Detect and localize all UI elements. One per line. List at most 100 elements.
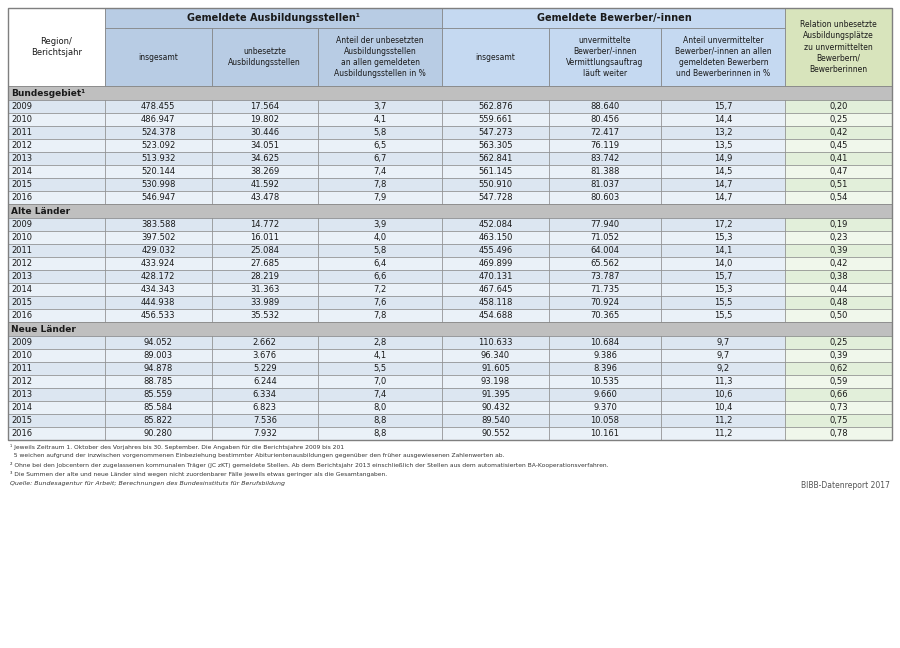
Bar bbox=[318, 427, 442, 440]
Text: insgesamt: insgesamt bbox=[475, 52, 516, 62]
Bar bbox=[212, 375, 318, 388]
Text: 0,51: 0,51 bbox=[830, 180, 848, 189]
Text: 90.432: 90.432 bbox=[482, 403, 510, 412]
Bar bbox=[212, 388, 318, 401]
Bar bbox=[8, 8, 892, 440]
Text: 81.037: 81.037 bbox=[590, 180, 620, 189]
Text: 7.932: 7.932 bbox=[253, 429, 276, 438]
Text: 7,9: 7,9 bbox=[374, 193, 387, 202]
Bar bbox=[8, 414, 105, 427]
Bar bbox=[318, 178, 442, 191]
Text: 0,66: 0,66 bbox=[830, 390, 848, 399]
Text: 7,4: 7,4 bbox=[374, 390, 387, 399]
Bar bbox=[105, 218, 212, 231]
Text: 89.003: 89.003 bbox=[144, 351, 173, 360]
Text: 4,0: 4,0 bbox=[374, 233, 387, 242]
Text: 94.052: 94.052 bbox=[144, 338, 173, 347]
Bar bbox=[662, 401, 786, 414]
Bar bbox=[212, 231, 318, 244]
Text: 0,25: 0,25 bbox=[830, 115, 848, 124]
Bar bbox=[105, 191, 212, 204]
Bar bbox=[662, 414, 786, 427]
Text: 30.446: 30.446 bbox=[250, 128, 279, 137]
Text: 90.552: 90.552 bbox=[482, 429, 510, 438]
Text: 5.229: 5.229 bbox=[253, 364, 276, 373]
Bar bbox=[549, 362, 662, 375]
Text: 562.876: 562.876 bbox=[478, 102, 513, 111]
Bar bbox=[8, 362, 105, 375]
Text: 10.535: 10.535 bbox=[590, 377, 619, 386]
Text: 0,48: 0,48 bbox=[830, 298, 848, 307]
Text: Neue Länder: Neue Länder bbox=[11, 325, 76, 334]
Text: 563.305: 563.305 bbox=[478, 141, 513, 150]
Bar bbox=[8, 401, 105, 414]
Bar bbox=[662, 231, 786, 244]
Text: 15,3: 15,3 bbox=[714, 285, 733, 294]
Bar bbox=[662, 113, 786, 126]
Text: 2011: 2011 bbox=[11, 128, 32, 137]
Text: 91.605: 91.605 bbox=[482, 364, 510, 373]
Text: 2012: 2012 bbox=[11, 141, 32, 150]
Bar bbox=[105, 270, 212, 283]
Text: 9.660: 9.660 bbox=[593, 390, 617, 399]
Bar bbox=[212, 427, 318, 440]
Text: 2,8: 2,8 bbox=[374, 338, 387, 347]
Text: 89.540: 89.540 bbox=[482, 416, 510, 425]
Text: 2010: 2010 bbox=[11, 351, 32, 360]
Text: 0,54: 0,54 bbox=[830, 193, 848, 202]
Bar bbox=[662, 375, 786, 388]
Text: 2011: 2011 bbox=[11, 246, 32, 255]
Text: 2016: 2016 bbox=[11, 311, 32, 320]
Text: 397.502: 397.502 bbox=[141, 233, 176, 242]
Bar bbox=[442, 309, 549, 322]
Bar bbox=[549, 427, 662, 440]
Bar bbox=[662, 283, 786, 296]
Text: 80.603: 80.603 bbox=[590, 193, 620, 202]
Bar bbox=[105, 244, 212, 257]
Text: 19.802: 19.802 bbox=[250, 115, 279, 124]
Text: 6.244: 6.244 bbox=[253, 377, 276, 386]
Text: 3,9: 3,9 bbox=[374, 220, 387, 229]
Text: 85.559: 85.559 bbox=[144, 390, 173, 399]
Text: 25.084: 25.084 bbox=[250, 246, 279, 255]
Bar bbox=[786, 349, 892, 362]
Text: 14,1: 14,1 bbox=[715, 246, 733, 255]
Text: 2012: 2012 bbox=[11, 377, 32, 386]
Text: 0,50: 0,50 bbox=[830, 311, 848, 320]
Text: 8,8: 8,8 bbox=[374, 416, 387, 425]
Text: BIBB-Datenreport 2017: BIBB-Datenreport 2017 bbox=[801, 481, 890, 490]
Bar bbox=[549, 401, 662, 414]
Text: 524.378: 524.378 bbox=[141, 128, 176, 137]
Text: 85.584: 85.584 bbox=[144, 403, 173, 412]
Text: 83.742: 83.742 bbox=[590, 154, 620, 163]
Text: 513.932: 513.932 bbox=[141, 154, 176, 163]
Bar bbox=[105, 362, 212, 375]
Text: 2009: 2009 bbox=[11, 102, 32, 111]
Text: 547.273: 547.273 bbox=[478, 128, 513, 137]
Text: ² Ohne bei den Jobcentern der zugelassenen kommunalen Träger (JC zKT) gemeldete : ² Ohne bei den Jobcentern der zugelassen… bbox=[10, 462, 608, 468]
Bar bbox=[662, 152, 786, 165]
Bar bbox=[318, 139, 442, 152]
Bar bbox=[212, 336, 318, 349]
Bar bbox=[8, 152, 105, 165]
Bar bbox=[105, 165, 212, 178]
Text: Relation unbesetzte
Ausbildungsplätze
zu unvermittelten
Bewerbern/
Bewerberinnen: Relation unbesetzte Ausbildungsplätze zu… bbox=[800, 20, 878, 74]
Text: 0,59: 0,59 bbox=[830, 377, 848, 386]
Bar bbox=[442, 139, 549, 152]
Text: 6.823: 6.823 bbox=[253, 403, 277, 412]
Bar bbox=[318, 126, 442, 139]
Bar bbox=[105, 126, 212, 139]
Bar bbox=[786, 8, 892, 86]
Bar bbox=[105, 375, 212, 388]
Text: 2010: 2010 bbox=[11, 233, 32, 242]
Bar bbox=[105, 283, 212, 296]
Text: 5 weichen aufgrund der inzwischen vorgenommenen Einbeziehung bestimmter Abiturie: 5 weichen aufgrund der inzwischen vorgen… bbox=[10, 453, 504, 458]
Text: 14,9: 14,9 bbox=[715, 154, 733, 163]
Text: 7,0: 7,0 bbox=[374, 377, 387, 386]
Text: 2014: 2014 bbox=[11, 403, 32, 412]
Bar bbox=[442, 152, 549, 165]
Text: 4,1: 4,1 bbox=[374, 115, 387, 124]
Bar bbox=[662, 100, 786, 113]
Text: 9.386: 9.386 bbox=[593, 351, 617, 360]
Text: 0,75: 0,75 bbox=[830, 416, 848, 425]
